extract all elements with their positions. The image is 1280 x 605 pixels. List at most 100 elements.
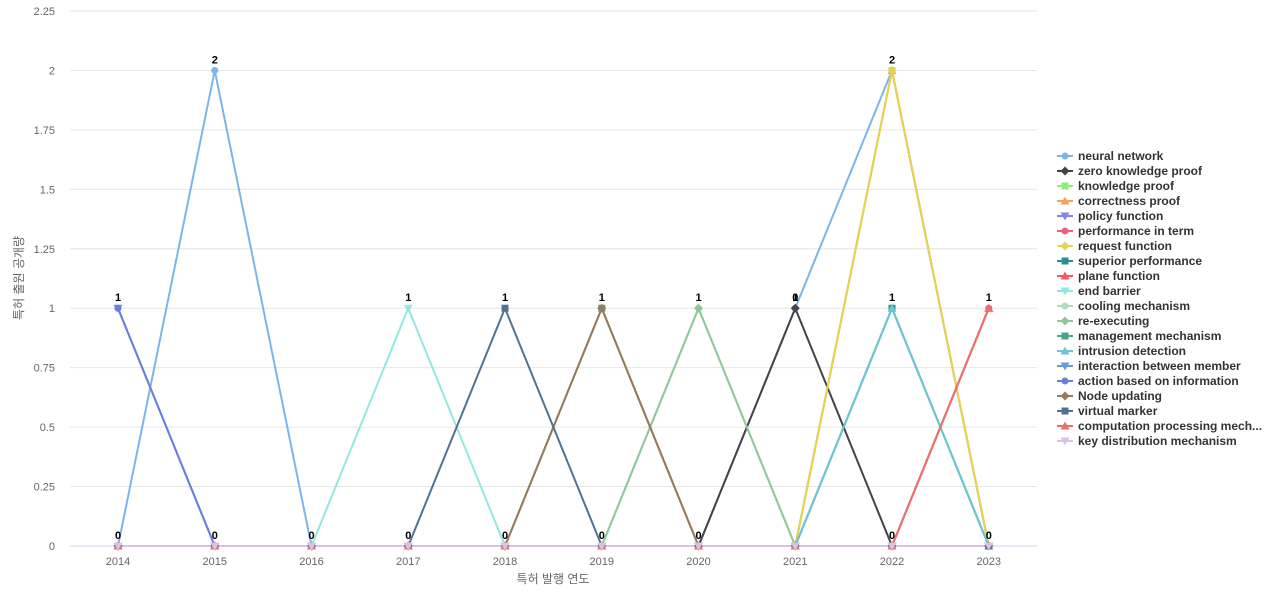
legend-item-plane-function[interactable]: plane function	[1057, 269, 1160, 283]
legend-marker	[1061, 407, 1069, 415]
data-point-re-executing	[694, 303, 703, 313]
data-point-key-distribution-mechanism	[984, 542, 994, 551]
data-label: 2	[889, 54, 895, 66]
y-tick-label: 2	[49, 65, 55, 77]
data-label: 1	[405, 292, 411, 304]
legend-item-policy-function[interactable]: policy function	[1057, 209, 1163, 223]
legend-label: key distribution mechanism	[1078, 434, 1237, 448]
legend-label: re-executing	[1078, 314, 1149, 328]
legend-label: virtual marker	[1078, 404, 1158, 418]
data-point-node-updating	[597, 303, 607, 313]
x-tick-label: 2015	[203, 556, 227, 568]
legend-item-knowledge-proof[interactable]: knowledge proof	[1057, 179, 1175, 193]
data-label: 0	[115, 530, 121, 542]
data-point-key-distribution-mechanism	[694, 542, 703, 551]
data-point-computation-processing-mech	[984, 303, 994, 312]
legend-label: end barrier	[1078, 284, 1141, 298]
data-point-intrusion-detection	[887, 303, 897, 312]
y-tick-label: 0.25	[34, 482, 55, 494]
legend-marker	[1061, 152, 1069, 160]
legend-item-virtual-marker[interactable]: virtual marker	[1057, 404, 1158, 418]
data-label: 1	[889, 292, 895, 304]
legend-marker	[1060, 362, 1070, 371]
data-label: 0	[502, 530, 508, 542]
y-tick-label: 2.25	[34, 6, 55, 18]
legend-item-correctness-proof[interactable]: correctness proof	[1057, 194, 1181, 208]
y-tick-label: 0.75	[34, 363, 55, 375]
data-label: 1	[502, 292, 508, 304]
legend-marker	[1060, 437, 1070, 446]
data-label: 0	[212, 530, 218, 542]
data-label: 1	[599, 292, 605, 304]
legend-item-intrusion-detection[interactable]: intrusion detection	[1057, 344, 1186, 358]
legend-item-cooling-mechanism[interactable]: cooling mechanism	[1057, 299, 1190, 313]
x-tick-label: 2016	[299, 556, 323, 568]
data-label: 0	[792, 292, 798, 304]
legend-item-action-based-on-information[interactable]: action based on information	[1057, 374, 1239, 388]
legend-label: request function	[1078, 239, 1172, 253]
data-label: 1	[115, 292, 121, 304]
data-point-key-distribution-mechanism	[500, 542, 510, 551]
data-point-action-based-on-information	[114, 304, 122, 312]
x-tick-label: 2023	[977, 556, 1001, 568]
data-label: 0	[308, 530, 314, 542]
legend-item-request-function[interactable]: request function	[1057, 239, 1172, 253]
gridlines	[70, 10, 1037, 547]
legend-label: management mechanism	[1078, 329, 1221, 343]
legend-marker	[1060, 421, 1070, 430]
legend-item-zero-knowledge-proof[interactable]: zero knowledge proof	[1057, 164, 1203, 178]
legend-item-re-executing[interactable]: re-executing	[1057, 314, 1149, 328]
y-axis-tick-labels: 0 0.25 0.5 0.75 1 1.25 1.5 1.75 2 2.25	[34, 6, 55, 553]
legend-label: policy function	[1078, 209, 1163, 223]
legend-label: plane function	[1078, 269, 1160, 283]
legend-label: knowledge proof	[1078, 179, 1175, 193]
data-point-request-function	[887, 65, 897, 75]
data-label: 0	[986, 530, 992, 542]
legend-item-interaction-between-member[interactable]: interaction between member	[1057, 359, 1241, 373]
series-markers	[113, 65, 994, 551]
data-label: 0	[889, 530, 895, 542]
legend-marker	[1060, 212, 1070, 221]
legend-marker	[1061, 182, 1069, 190]
legend-marker	[1060, 196, 1070, 205]
y-tick-label: 1.25	[34, 244, 55, 256]
data-label: 0	[695, 530, 701, 542]
legend-item-superior-performance[interactable]: superior performance	[1057, 254, 1202, 268]
y-tick-label: 1.75	[34, 125, 55, 137]
data-point-key-distribution-mechanism	[597, 542, 607, 551]
data-point-key-distribution-mechanism	[887, 542, 897, 551]
legend-item-neural-network[interactable]: neural network	[1057, 149, 1164, 163]
y-tick-label: 1.5	[40, 184, 55, 196]
legend-item-key-distribution-mechanism[interactable]: key distribution mechanism	[1057, 434, 1237, 448]
legend-marker	[1061, 332, 1069, 340]
data-point-key-distribution-mechanism	[210, 542, 220, 551]
data-point-key-distribution-mechanism	[790, 542, 800, 551]
y-tick-label: 0	[49, 541, 55, 553]
data-label: 1	[792, 292, 798, 304]
x-tick-label: 2021	[783, 556, 807, 568]
data-point-virtual-marker	[501, 304, 509, 312]
legend-marker	[1060, 241, 1070, 251]
y-tick-label: 1	[49, 303, 55, 315]
data-point-neural-network	[211, 66, 219, 74]
x-tick-label: 2020	[686, 556, 710, 568]
legend-marker	[1060, 271, 1070, 280]
data-labels: 121 1 1 1 121 10 0 0 0 0 0 000 0	[115, 54, 992, 542]
legend-marker	[1060, 391, 1070, 401]
data-label: 1	[986, 292, 992, 304]
legend-marker	[1060, 346, 1070, 355]
legend-item-node-updating[interactable]: Node updating	[1057, 389, 1162, 403]
x-tick-label: 2017	[396, 556, 420, 568]
y-tick-label: 0.5	[40, 422, 55, 434]
legend-label: performance in term	[1078, 224, 1194, 238]
x-axis-title: 특허 발행 연도	[517, 571, 590, 586]
legend-item-end-barrier[interactable]: end barrier	[1057, 284, 1141, 298]
data-point-key-distribution-mechanism	[307, 542, 316, 551]
legend-item-management-mechanism[interactable]: management mechanism	[1057, 329, 1221, 343]
legend-item-performance-in-term[interactable]: performance in term	[1057, 224, 1194, 238]
legend-label: intrusion detection	[1078, 344, 1186, 358]
legend-item-computation-processing-mech[interactable]: computation processing mech...	[1057, 419, 1262, 433]
legend-label: cooling mechanism	[1078, 299, 1190, 313]
legend-marker	[1060, 166, 1070, 176]
